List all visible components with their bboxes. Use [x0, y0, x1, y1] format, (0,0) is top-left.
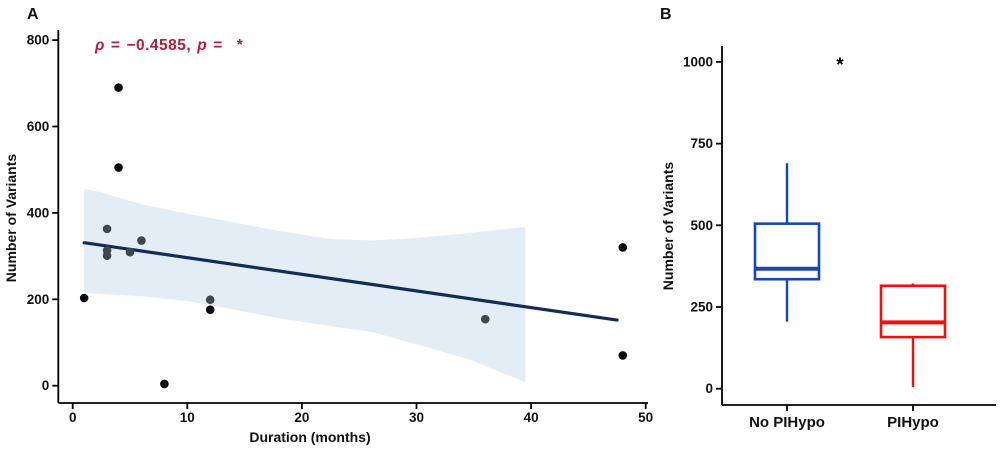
y-tick-label: 500	[690, 218, 713, 233]
x-tick-label: 50	[638, 410, 653, 425]
panel-b: B 0 250 500 750 1000 No PIHypo PIHypo * Number o…	[660, 0, 1000, 452]
x-tick-label: 30	[409, 410, 424, 425]
box-pihypo-iqr-box	[879, 284, 947, 339]
category-label: PIHypo	[887, 414, 939, 431]
y-tick-label: 1000	[683, 54, 713, 69]
y-tick-label: 600	[27, 119, 50, 134]
scatter-point	[480, 314, 490, 324]
boxplot-svg: 0 250 500 750 1000 No PIHypo PIHypo * Number of …	[660, 46, 996, 431]
scatter-point	[114, 163, 123, 172]
y-tick-label: 250	[690, 300, 713, 315]
y-tick-label: 0	[705, 381, 713, 396]
category-label: No PIHypo	[749, 414, 825, 431]
y-tick-label: 750	[690, 136, 713, 151]
y-axis-title: Number of Variants	[3, 154, 19, 283]
scatter-point	[205, 295, 215, 305]
scatter-point	[102, 251, 112, 260]
y-tick-label: 0	[42, 378, 50, 393]
x-tick-label: 20	[294, 410, 309, 425]
scatter-point	[114, 83, 123, 92]
scatter-point	[79, 293, 89, 303]
scatter-point	[205, 305, 215, 314]
y-tick-label: 400	[27, 205, 50, 220]
significance-star: *	[836, 55, 844, 76]
significance-star: *	[236, 37, 244, 54]
scatter-point	[618, 243, 628, 252]
scatter-point	[137, 236, 146, 245]
scatter-point	[125, 247, 135, 257]
regression-line	[82, 241, 619, 322]
x-axis-title: Duration (months)	[249, 429, 370, 445]
p-symbol: p	[197, 37, 208, 54]
equals-sign: =	[110, 37, 121, 54]
y-tick-label: 800	[27, 33, 50, 48]
panel-a-label: A	[27, 6, 39, 23]
scatter-point	[102, 224, 112, 234]
rho-value: −0.4585,	[126, 37, 192, 54]
box-no-pihypo-iqr-box	[753, 222, 821, 281]
scatter-point	[618, 351, 628, 360]
confidence-band	[84, 188, 526, 383]
scatter-plot-svg: 0 200 400 600 800 0 10 20 30 40 50 Duration (months…	[3, 30, 653, 445]
y-tick-label: 200	[27, 292, 50, 307]
x-tick-label: 10	[180, 410, 195, 425]
panel-a: A ρ = −0.4585, p = * 0 200 400 600 800 0 10 20 30 40 50…	[3, 6, 653, 445]
rho-symbol: ρ	[95, 37, 105, 54]
equals-sign: =	[213, 37, 223, 54]
correlation-annotation: ρ = −0.4585, p = *	[95, 37, 249, 55]
panel-b-label: B	[660, 6, 672, 23]
y-axis-title: Number of Variants	[660, 162, 676, 291]
x-tick-label: 40	[524, 410, 539, 425]
x-tick-label: 0	[69, 410, 77, 425]
scatter-point	[160, 379, 169, 389]
